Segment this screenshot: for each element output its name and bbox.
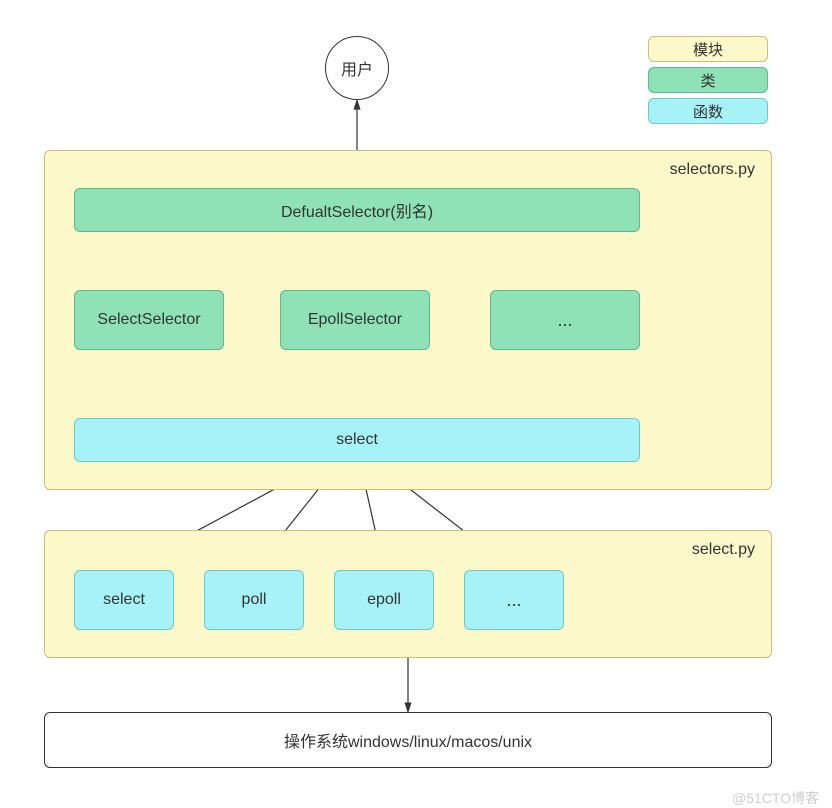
user-node: 用户 bbox=[325, 36, 389, 100]
select-selector-node: SelectSelector bbox=[74, 290, 224, 350]
legend-module: 模块 bbox=[648, 36, 768, 62]
fn-poll-node: poll bbox=[204, 570, 304, 630]
fn-more-node: ... bbox=[464, 570, 564, 630]
fn-select-node: select bbox=[74, 570, 174, 630]
select-method-node: select bbox=[74, 418, 640, 462]
legend-function: 函数 bbox=[648, 98, 768, 124]
more-selector-node: ... bbox=[490, 290, 640, 350]
watermark: @51CTO博客 bbox=[732, 788, 819, 808]
epoll-selector-node: EpollSelector bbox=[280, 290, 430, 350]
fn-epoll-node: epoll bbox=[334, 570, 434, 630]
os-node: 操作系统windows/linux/macos/unix bbox=[44, 712, 772, 768]
legend-class: 类 bbox=[648, 67, 768, 93]
default-selector-node: DefualtSelector(别名) bbox=[74, 188, 640, 232]
